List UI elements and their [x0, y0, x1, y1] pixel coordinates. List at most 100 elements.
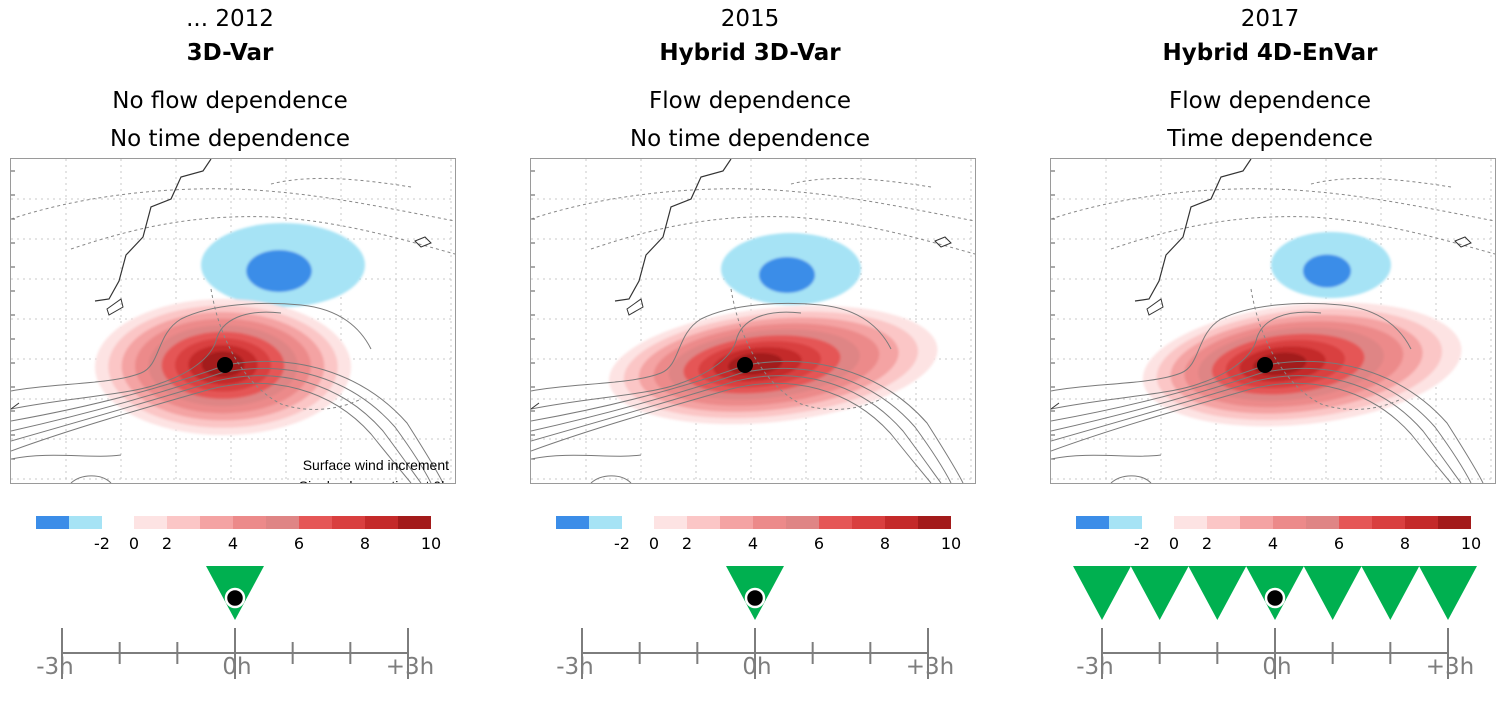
- increment-map: [530, 158, 976, 484]
- time-label: 0h: [742, 654, 772, 680]
- observation-window-marker: [1361, 566, 1420, 620]
- colorbar-tick-label: 6: [1333, 534, 1345, 553]
- method-title: Hybrid 4D-EnVar: [1162, 40, 1378, 66]
- observation-timeline: [520, 564, 980, 707]
- pressure-contours: [531, 302, 964, 483]
- wind-increment-field: [608, 233, 938, 425]
- colorbar-tick-label: 2: [681, 534, 693, 553]
- colorbar-positive-swatch: [885, 516, 918, 529]
- increment-map: [1050, 158, 1496, 484]
- colorbar-tick-label: 4: [227, 534, 239, 553]
- time-dependence-text: Time dependence: [1167, 126, 1373, 152]
- panel-year: 2015: [720, 6, 780, 32]
- colorbar: [1076, 514, 1476, 529]
- colorbar-positive-swatch: [233, 516, 266, 529]
- observation-window-marker: [1419, 566, 1477, 620]
- panel-2: 2015 Hybrid 3D-Var Flow dependence No time …: [520, 0, 980, 707]
- method-title: Hybrid 3D-Var: [659, 40, 841, 66]
- time-label: 0h: [222, 654, 252, 680]
- colorbar: [556, 514, 956, 529]
- colorbar-positive-swatch: [398, 516, 431, 529]
- observation-point: [217, 357, 233, 373]
- colorbar-positive-swatch: [299, 516, 332, 529]
- colorbar-positive-swatch: [266, 516, 299, 529]
- colorbar-tick-label: 0: [128, 534, 140, 553]
- map-note-observation: Single observation at 0h: [299, 476, 449, 483]
- colorbar-tick-label: 0: [648, 534, 660, 553]
- colorbar-positive-swatch: [1306, 516, 1339, 529]
- colorbar-positive-swatch: [1438, 516, 1471, 529]
- time-label: -3h: [36, 654, 74, 680]
- colorbar-positive-swatch: [1240, 516, 1273, 529]
- panel-year: 2017: [1240, 6, 1300, 32]
- colorbar-negative-swatch: [1076, 516, 1109, 529]
- dashed-contours: [531, 177, 975, 410]
- colorbar-tick-label: 10: [420, 534, 442, 553]
- colorbar-positive-swatch: [365, 516, 398, 529]
- colorbar-tick-label: 4: [1267, 534, 1279, 553]
- colorbar-positive-swatch: [1273, 516, 1306, 529]
- time-dependence-text: No time dependence: [109, 126, 351, 152]
- colorbar-positive-swatch: [1372, 516, 1405, 529]
- colorbar-positive-swatch: [134, 516, 167, 529]
- colorbar-positive-swatch: [720, 516, 753, 529]
- colorbar-negative-swatch: [589, 516, 622, 529]
- flow-dependence-text: Flow dependence: [1168, 88, 1371, 114]
- colorbar: [36, 514, 436, 529]
- colorbar-positive-swatch: [1207, 516, 1240, 529]
- dashed-contours: [11, 177, 455, 410]
- panel-1: ... 2012 3D-Var No flow dependence No time …: [0, 0, 460, 707]
- colorbar-tick-label: -2: [1134, 534, 1150, 553]
- colorbar-negative-swatch: [36, 516, 69, 529]
- colorbar-tick-label: 6: [293, 534, 305, 553]
- observation-timeline: [1040, 564, 1499, 707]
- flow-dependence-text: No flow dependence: [112, 88, 348, 114]
- colorbar-tick-label: 8: [1399, 534, 1411, 553]
- time-label: +3h: [905, 654, 955, 680]
- pressure-contours: [1051, 302, 1484, 483]
- colorbar-positive-swatch: [200, 516, 233, 529]
- colorbar-positive-swatch: [1339, 516, 1372, 529]
- colorbar-tick-label: 10: [1460, 534, 1482, 553]
- observation-window-marker: [1303, 566, 1362, 620]
- colorbar-positive-swatch: [1174, 516, 1207, 529]
- colorbar-tick-label: 8: [879, 534, 891, 553]
- observation-window-marker: [1073, 566, 1131, 620]
- colorbar-positive-swatch: [654, 516, 687, 529]
- panel-3: 2017 Hybrid 4D-EnVar Flow dependence Time d…: [1040, 0, 1499, 707]
- panel-year: ... 2012: [186, 6, 274, 32]
- observation-window-marker: [1130, 566, 1189, 620]
- colorbar-tick-label: 4: [747, 534, 759, 553]
- colorbar-tick-label: 0: [1168, 534, 1180, 553]
- coastline: [94, 159, 212, 302]
- observation-timeline: [0, 564, 460, 707]
- colorbar-negative-swatch: [556, 516, 589, 529]
- colorbar-negative-swatch: [69, 516, 102, 529]
- time-label: +3h: [385, 654, 435, 680]
- method-title: 3D-Var: [186, 40, 274, 66]
- colorbar-positive-swatch: [819, 516, 852, 529]
- colorbar-positive-swatch: [918, 516, 951, 529]
- colorbar-tick-label: 2: [1201, 534, 1213, 553]
- wind-increment-field: [1142, 232, 1462, 427]
- coastline: [1134, 159, 1252, 302]
- map-note-field: Surface wind increment: [302, 457, 449, 473]
- colorbar-tick-label: 10: [940, 534, 962, 553]
- colorbar-tick-label: 8: [359, 534, 371, 553]
- colorbar-positive-swatch: [332, 516, 365, 529]
- colorbar-tick-label: -2: [94, 534, 110, 553]
- colorbar-positive-swatch: [687, 516, 720, 529]
- wind-increment-field: [95, 223, 365, 435]
- colorbar-tick-label: 6: [813, 534, 825, 553]
- time-label: -3h: [1076, 654, 1114, 680]
- colorbar-positive-swatch: [786, 516, 819, 529]
- coastline: [614, 159, 732, 302]
- colorbar-positive-swatch: [852, 516, 885, 529]
- colorbar-positive-swatch: [753, 516, 786, 529]
- pressure-contours: [11, 302, 444, 483]
- map-grid: [1051, 159, 1495, 483]
- time-dependence-text: No time dependence: [629, 126, 871, 152]
- time-label: 0h: [1262, 654, 1292, 680]
- time-label: +3h: [1425, 654, 1475, 680]
- observation-dot: [224, 587, 246, 609]
